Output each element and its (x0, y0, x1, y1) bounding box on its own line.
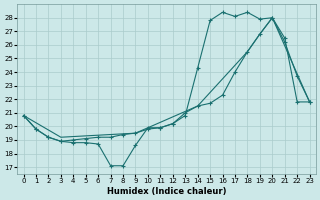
X-axis label: Humidex (Indice chaleur): Humidex (Indice chaleur) (107, 187, 226, 196)
